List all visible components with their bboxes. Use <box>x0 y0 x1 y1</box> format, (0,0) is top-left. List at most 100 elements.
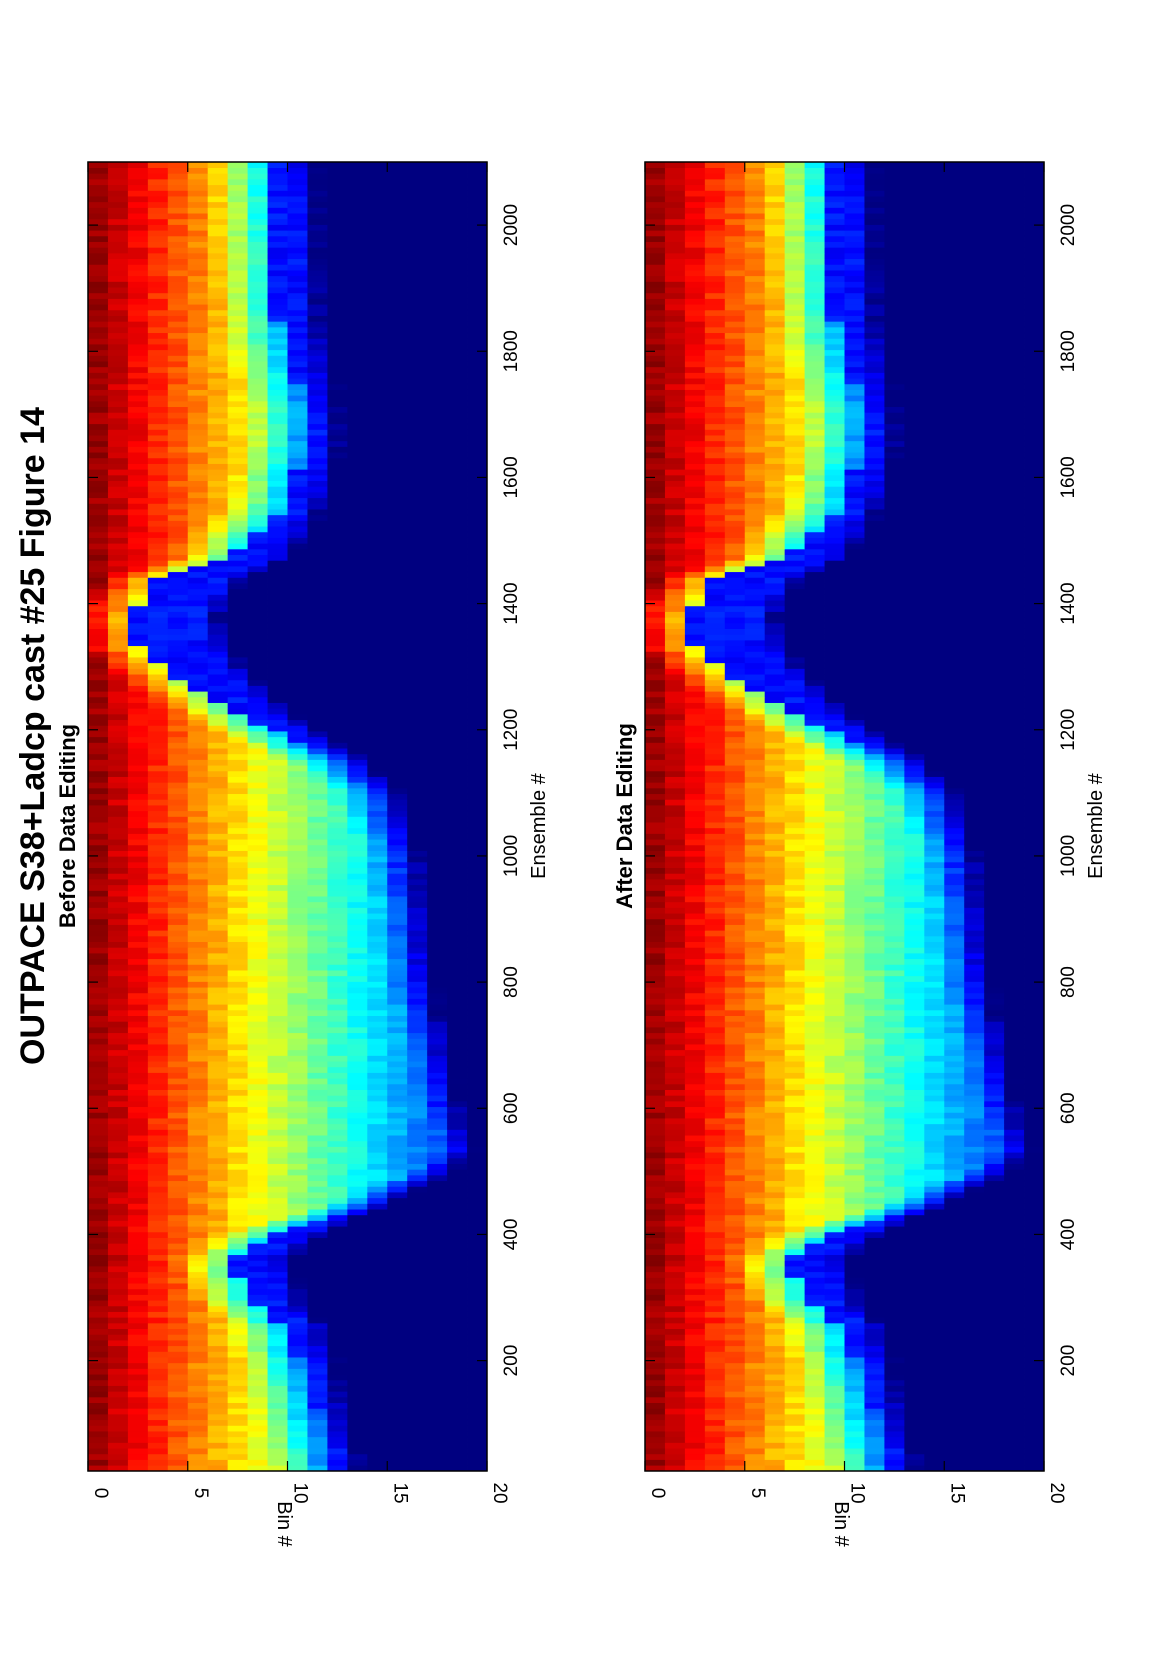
heatmap-cell <box>427 1038 448 1045</box>
heatmap-cell <box>207 565 229 573</box>
heatmap-cell <box>88 622 109 629</box>
heatmap-cell <box>467 952 488 960</box>
heatmap-cell <box>88 360 109 368</box>
heatmap-cell <box>467 1385 488 1392</box>
heatmap-cell <box>227 1260 248 1267</box>
heatmap-cell <box>147 1174 169 1182</box>
heatmap-cell <box>467 696 488 703</box>
heatmap-cell <box>347 252 368 260</box>
heatmap-cell <box>387 252 408 260</box>
heatmap-cell <box>864 1379 885 1386</box>
heatmap-cell <box>367 383 388 390</box>
heatmap-cell <box>287 867 308 874</box>
heatmap-cell <box>207 548 229 555</box>
heatmap-cell <box>107 269 129 277</box>
heatmap-cell <box>88 332 109 339</box>
heatmap-cell <box>427 1009 448 1016</box>
heatmap-cell <box>924 1391 945 1398</box>
heatmap-cell <box>307 736 328 743</box>
heatmap-cell <box>387 469 408 476</box>
heatmap-cell <box>127 1089 149 1096</box>
heatmap-cell <box>127 594 149 601</box>
heatmap-cell <box>467 1060 488 1068</box>
heatmap-cell <box>407 856 428 863</box>
heatmap-cell <box>107 645 129 652</box>
heatmap-cell <box>387 1214 408 1221</box>
heatmap-cell <box>327 366 348 373</box>
heatmap-cell <box>227 463 248 470</box>
heatmap-cell <box>327 844 348 851</box>
heatmap-cell <box>387 224 408 231</box>
heatmap-cell <box>347 1032 368 1039</box>
heatmap-cell <box>347 531 368 538</box>
heatmap-cell <box>247 782 268 789</box>
heatmap-cell <box>167 964 189 971</box>
heatmap-cell <box>447 1146 468 1153</box>
heatmap-cell <box>447 503 468 510</box>
heatmap-cell <box>227 389 248 396</box>
heatmap-cell <box>327 469 348 476</box>
heatmap-cell <box>147 474 169 482</box>
heatmap-cell <box>207 474 229 482</box>
heatmap-cell <box>187 457 209 464</box>
heatmap-cell <box>407 1408 428 1415</box>
heatmap-cell <box>467 1277 488 1284</box>
heatmap-cell <box>147 1385 169 1392</box>
heatmap-cell <box>247 1117 268 1125</box>
heatmap-cell <box>347 463 368 470</box>
heatmap-cell <box>664 1459 686 1466</box>
heatmap-cell <box>147 1134 169 1142</box>
heatmap-cell <box>467 628 488 635</box>
heatmap-cell <box>367 787 388 795</box>
heatmap-cell <box>107 286 129 294</box>
heatmap-cell <box>147 907 169 914</box>
heatmap-cell <box>207 531 229 538</box>
heatmap-cell <box>307 986 328 994</box>
heatmap-cell <box>287 298 308 305</box>
heatmap-cell <box>167 1083 189 1090</box>
heatmap-cell <box>167 713 189 721</box>
heatmap-cell <box>247 1151 268 1159</box>
heatmap-cell <box>944 1442 965 1449</box>
heatmap-cell <box>227 816 248 823</box>
heatmap-cell <box>227 1146 248 1153</box>
heatmap-cell <box>187 383 209 390</box>
heatmap-cell <box>227 662 248 669</box>
heatmap-cell <box>127 1453 149 1460</box>
heatmap-cell <box>88 224 109 231</box>
heatmap-cell <box>167 315 189 322</box>
heatmap-cell <box>447 247 468 254</box>
heatmap-cell <box>387 582 408 590</box>
heatmap-cell <box>407 383 428 390</box>
heatmap-cell <box>467 406 488 413</box>
heatmap-cell <box>307 759 328 766</box>
heatmap-cell <box>367 622 388 629</box>
heatmap-cell <box>645 1459 666 1466</box>
heatmap-cell <box>327 964 348 971</box>
heatmap-cell <box>227 804 248 812</box>
heatmap-cell <box>367 178 388 186</box>
heatmap-cell <box>347 833 368 840</box>
heatmap-cell <box>207 930 229 937</box>
heatmap-cell <box>327 486 348 493</box>
heatmap-cell <box>127 1317 149 1324</box>
heatmap-cell <box>447 1021 468 1028</box>
heatmap-cell <box>167 554 189 561</box>
heatmap-cell <box>187 992 209 999</box>
heatmap-cell <box>207 770 229 777</box>
heatmap-cell <box>467 685 488 692</box>
heatmap-cell <box>167 725 189 732</box>
heatmap-cell <box>467 429 488 436</box>
heatmap-cell <box>447 1408 468 1415</box>
heatmap-cell <box>467 577 488 584</box>
heatmap-cell <box>327 269 348 277</box>
heatmap-cell <box>287 1282 308 1290</box>
heatmap-cell <box>804 1402 825 1409</box>
heatmap-cell <box>247 1066 268 1073</box>
heatmap-cell <box>207 1459 229 1466</box>
heatmap-cell <box>407 998 428 1005</box>
heatmap-cell <box>467 446 488 453</box>
heatmap-cell <box>327 1334 348 1341</box>
heatmap-cell <box>327 195 348 203</box>
heatmap-cell <box>347 383 368 390</box>
